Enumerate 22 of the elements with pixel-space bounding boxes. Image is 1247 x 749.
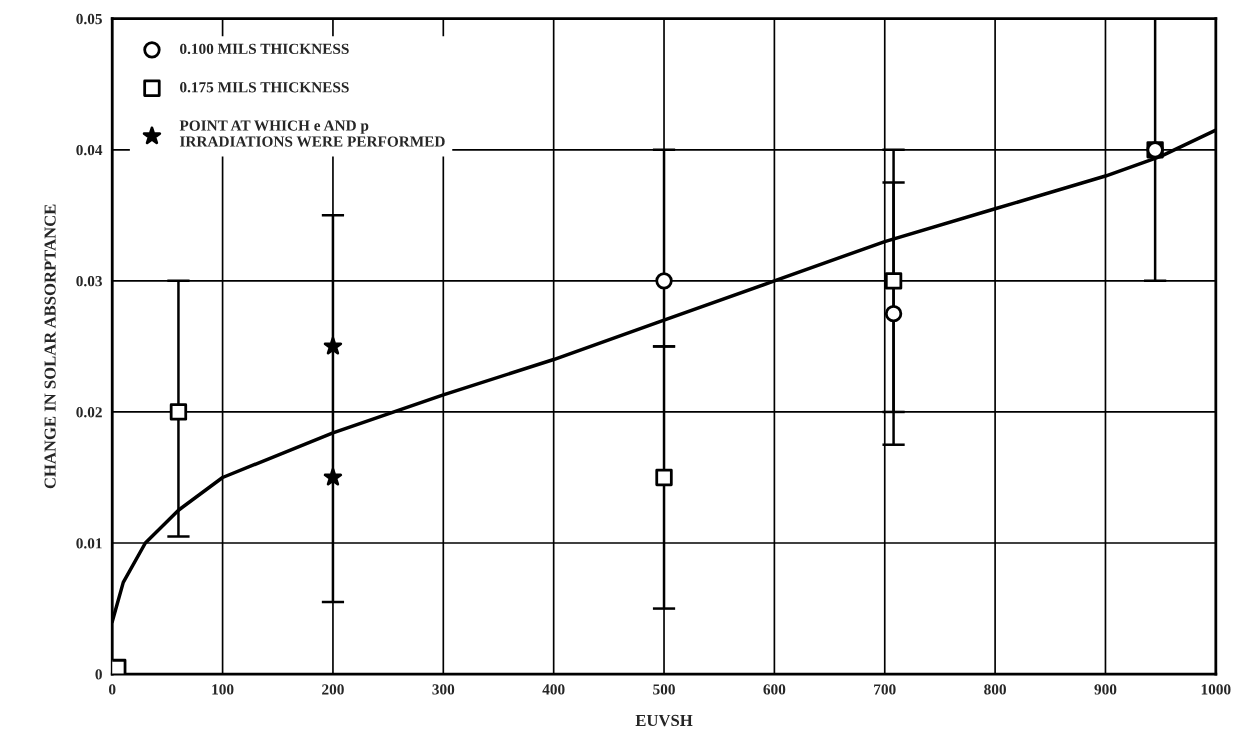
legend-label: 0.100 MILS THICKNESS: [180, 43, 349, 55]
x-tick-label: 1000: [1201, 684, 1231, 695]
x-tick-label: 300: [432, 684, 455, 695]
x-tick-label: 200: [322, 684, 344, 695]
x-tick-label: 800: [984, 684, 1006, 695]
legend-label: 0.175 MILS THICKNESS: [180, 82, 349, 93]
y-tick-label: 0.03: [76, 276, 102, 287]
legend-label: POINT AT WHICH e AND p IRRADIATIONS WERE PERFORMED: [179, 120, 445, 147]
y-tick-label: 0.01: [76, 538, 102, 549]
x-tick-label: 600: [763, 684, 786, 695]
x-tick-label: 400: [542, 684, 565, 695]
x-tick-label: 500: [653, 684, 675, 695]
y-tick-label: 0.05: [76, 13, 102, 25]
y-axis-title: CHANGE IN SOLAR ABSORPTANCE: [44, 204, 56, 489]
y-tick-label: 0: [95, 669, 102, 680]
x-axis-title: EUVSH: [635, 714, 693, 727]
y-tick-label: 0.04: [76, 144, 103, 156]
x-tick-label: 700: [874, 684, 896, 695]
x-tick-label: 900: [1094, 684, 1117, 695]
x-tick-label: 100: [212, 684, 234, 695]
x-tick-label: 0: [108, 684, 116, 695]
y-tick-label: 0.02: [76, 407, 102, 418]
